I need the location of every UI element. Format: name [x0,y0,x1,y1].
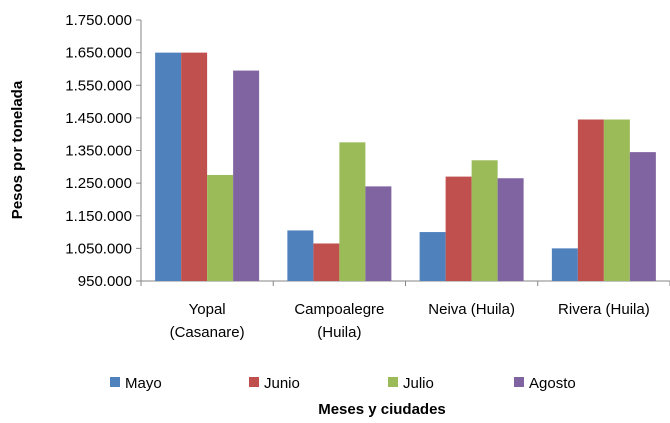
bar-julio [339,142,366,281]
x-axis-title: Meses y ciudades [318,401,446,418]
y-axis-title: Pesos por tonelada [9,80,26,219]
bar-mayo [155,52,182,281]
bar-agosto [233,70,260,281]
y-tick-label: 1.450.000 [65,110,132,127]
y-tick-label: 1.550.000 [65,77,132,94]
bar-agosto [629,152,656,281]
bar-junio [445,176,472,281]
y-tick-label: 1.650.000 [65,45,132,62]
x-tick-label: Neiva (Huila) [428,301,515,318]
legend-label-junio: Junio [264,375,300,392]
legend: Mayo Junio Julio Agosto [110,375,576,392]
y-tick-label: 950.000 [78,273,132,290]
legend-swatch-junio [249,377,259,387]
bar-junio [577,119,604,281]
bar-mayo [287,230,314,281]
bars [155,52,656,281]
bar-julio [603,119,630,281]
bar-mayo [551,248,578,281]
y-tick-label: 1.250.000 [65,175,132,192]
y-axis-ticks: 950.000 1.050.000 1.150.000 1.250.000 1.350.… [65,12,141,290]
y-tick-label: 1.350.000 [65,143,132,160]
x-tick-label: Campoalegre [294,301,384,318]
bar-julio [471,160,498,281]
bar-mayo [419,232,446,281]
x-tick-label: (Huila) [317,324,361,341]
legend-swatch-mayo [110,377,120,387]
x-tick-label: Yopal [189,301,226,318]
y-tick-label: 1.750.000 [65,12,132,29]
bar-julio [207,174,234,281]
legend-label-mayo: Mayo [125,375,162,392]
y-tick-label: 1.150.000 [65,208,132,225]
x-tick-label: Rivera (Huila) [558,301,650,318]
bar-junio [181,52,208,281]
y-tick-label: 1.050.000 [65,240,132,257]
legend-label-agosto: Agosto [529,375,576,392]
legend-swatch-agosto [514,377,524,387]
legend-label-julio: Julio [403,375,434,392]
x-axis-ticks: Yopal (Casanare) Campoalegre (Huila) Neiva (… [140,281,670,341]
bar-agosto [497,178,524,281]
legend-swatch-julio [388,377,398,387]
bar-agosto [365,186,392,281]
x-tick-label: (Casanare) [170,324,245,341]
bar-junio [313,243,340,281]
